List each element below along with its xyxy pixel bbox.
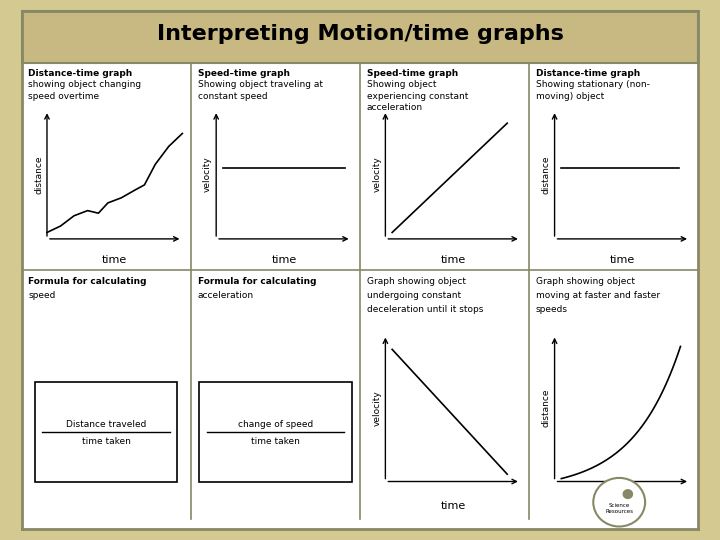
FancyBboxPatch shape xyxy=(22,11,698,63)
Text: time: time xyxy=(610,255,635,266)
Text: time: time xyxy=(441,255,466,266)
Text: time: time xyxy=(271,255,297,266)
Text: moving) object: moving) object xyxy=(536,92,604,100)
Text: distance: distance xyxy=(34,156,43,194)
Text: experiencing constant: experiencing constant xyxy=(366,92,468,100)
Text: undergoing constant: undergoing constant xyxy=(366,291,461,300)
Text: velocity: velocity xyxy=(372,157,382,192)
Text: Distance-time graph: Distance-time graph xyxy=(28,69,132,78)
Text: distance: distance xyxy=(541,389,551,427)
Text: acceleration: acceleration xyxy=(197,291,253,300)
Text: Showing object: Showing object xyxy=(366,80,436,89)
Text: Distance traveled: Distance traveled xyxy=(66,420,146,429)
Text: speeds: speeds xyxy=(536,305,568,314)
Text: velocity: velocity xyxy=(372,390,382,426)
Text: Speed-time graph: Speed-time graph xyxy=(366,69,458,78)
Text: Distance-time graph: Distance-time graph xyxy=(536,69,640,78)
Circle shape xyxy=(593,478,645,526)
Text: speed: speed xyxy=(28,291,55,300)
Text: moving at faster and faster: moving at faster and faster xyxy=(536,291,660,300)
Text: change of speed: change of speed xyxy=(238,420,313,429)
Text: deceleration until it stops: deceleration until it stops xyxy=(366,305,483,314)
Text: velocity: velocity xyxy=(203,157,212,192)
Text: time: time xyxy=(102,255,127,266)
Text: Interpreting Motion/time graphs: Interpreting Motion/time graphs xyxy=(156,24,564,44)
FancyBboxPatch shape xyxy=(35,382,177,482)
Text: Graph showing object: Graph showing object xyxy=(536,278,635,286)
Text: time taken: time taken xyxy=(251,437,300,446)
Text: Science
Resources: Science Resources xyxy=(606,503,633,514)
FancyBboxPatch shape xyxy=(199,382,351,482)
Text: Showing object traveling at: Showing object traveling at xyxy=(197,80,323,89)
Text: Speed–time graph: Speed–time graph xyxy=(197,69,289,78)
Text: constant speed: constant speed xyxy=(197,92,267,100)
Text: time taken: time taken xyxy=(82,437,130,446)
Text: Showing stationary (non-: Showing stationary (non- xyxy=(536,80,650,89)
Text: time: time xyxy=(610,502,635,511)
Text: Formula for calculating: Formula for calculating xyxy=(28,278,147,286)
Text: time: time xyxy=(441,502,466,511)
Circle shape xyxy=(624,490,632,498)
Text: speed overtime: speed overtime xyxy=(28,92,99,100)
Text: Formula for calculating: Formula for calculating xyxy=(197,278,316,286)
Text: distance: distance xyxy=(541,156,551,194)
Text: Graph showing object: Graph showing object xyxy=(366,278,466,286)
Text: showing object changing: showing object changing xyxy=(28,80,142,89)
Text: acceleration: acceleration xyxy=(366,103,423,112)
